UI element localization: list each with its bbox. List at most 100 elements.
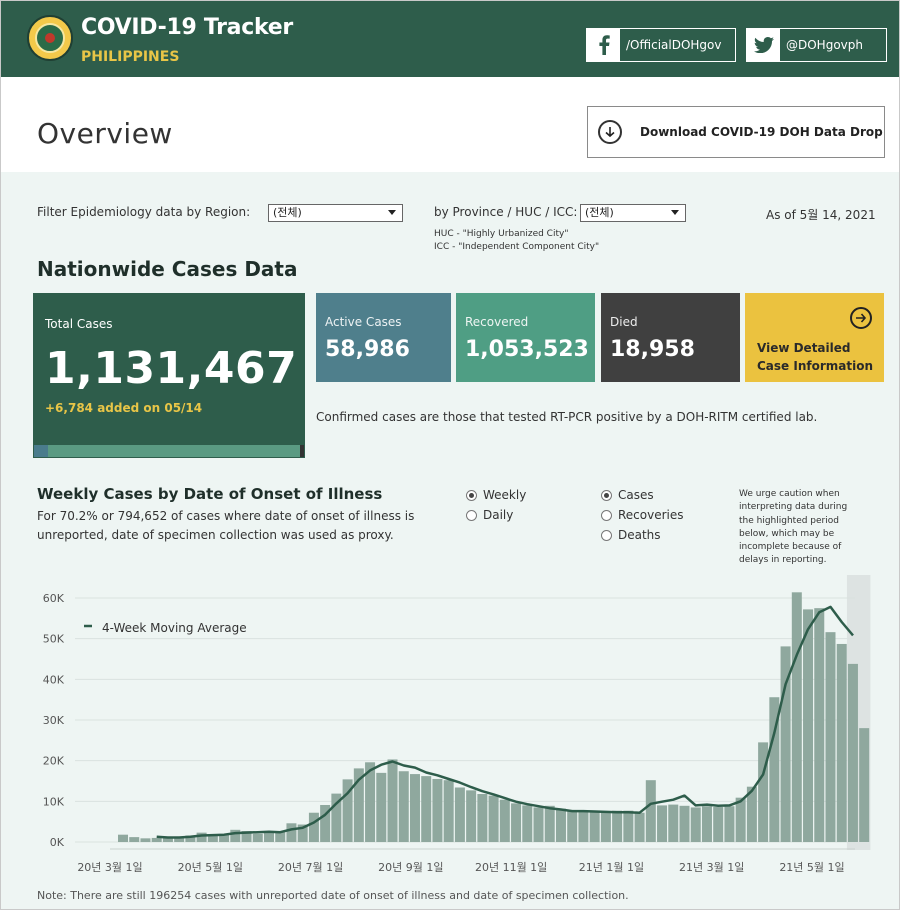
bar	[589, 811, 600, 842]
y-tick-label: 20K	[43, 755, 65, 768]
province-select[interactable]: (전체)	[580, 204, 686, 222]
twitter-label: @DOHgovph	[786, 38, 863, 52]
bar	[780, 646, 791, 842]
bar	[657, 805, 668, 842]
bar	[746, 786, 757, 842]
twitter-icon	[747, 29, 780, 61]
total-cases-card: Total Cases 1,131,467 +6,784 added on 05…	[33, 293, 305, 458]
cases-added-note: +6,784 added on 05/14	[45, 401, 203, 415]
radio-selected-icon	[466, 489, 477, 501]
region-select[interactable]: (전체)	[268, 204, 403, 222]
bar	[241, 831, 252, 842]
bar	[376, 772, 387, 842]
y-tick-label: 40K	[43, 673, 65, 686]
bar	[623, 810, 634, 842]
bar	[612, 810, 623, 842]
legend-label: 4-Week Moving Average	[102, 621, 247, 635]
radio-cases[interactable]: Cases	[601, 488, 654, 502]
active-share-segment	[34, 445, 48, 457]
bar	[151, 837, 162, 842]
bar	[454, 787, 465, 842]
bar	[162, 837, 173, 842]
bar	[701, 806, 712, 842]
bar	[230, 829, 241, 842]
bar	[668, 804, 679, 842]
x-tick-label: 20년 7월 1일	[278, 860, 343, 874]
recovered-label: Recovered	[465, 315, 529, 329]
radio-daily-label: Daily	[483, 508, 514, 522]
bar	[118, 834, 128, 842]
icc-note: ICC - "Independent Component City"	[434, 242, 600, 252]
bar	[398, 771, 409, 842]
bar	[679, 805, 690, 842]
bar	[724, 806, 735, 842]
arrow-right-icon	[850, 307, 872, 329]
facebook-icon	[587, 29, 620, 61]
bar	[814, 608, 825, 842]
weekly-chart-title: Weekly Cases by Date of Onset of Illness	[37, 485, 383, 503]
bar	[308, 812, 319, 842]
app-header: COVID-19 Tracker PHILIPPINES /OfficialDO…	[1, 1, 899, 77]
chart-footnote: Note: There are still 196254 cases with …	[37, 889, 629, 902]
bar	[196, 832, 207, 842]
bar	[533, 807, 544, 842]
bar	[499, 799, 510, 842]
region-filter-label: Filter Epidemiology data by Region:	[37, 205, 251, 219]
dropdown-arrow-icon	[388, 210, 396, 215]
confirmed-cases-note: Confirmed cases are those that tested RT…	[316, 410, 818, 424]
y-tick-label: 60K	[43, 592, 65, 605]
bar	[735, 797, 746, 842]
view-detailed-label: View Detailed Case Information	[757, 341, 873, 373]
bar	[421, 776, 432, 842]
province-filter-label: by Province / HUC / ICC:	[434, 205, 578, 219]
radio-daily[interactable]: Daily	[466, 508, 513, 522]
doh-seal-logo	[27, 15, 73, 61]
bar	[859, 728, 870, 842]
bar	[544, 805, 555, 842]
app-subtitle: PHILIPPINES	[81, 49, 180, 65]
died-share-segment	[300, 445, 304, 457]
radio-unselected-icon	[601, 509, 612, 521]
x-tick-label: 21년 3월 1일	[679, 860, 744, 874]
died-card: Died 18,958	[601, 293, 740, 382]
total-cases-value: 1,131,467	[45, 343, 298, 394]
bar	[409, 774, 420, 842]
bar	[600, 811, 611, 842]
bar	[488, 795, 499, 842]
bar	[578, 811, 589, 842]
bar	[432, 778, 443, 842]
bar	[847, 663, 858, 842]
x-tick-label: 20년 5월 1일	[178, 860, 243, 874]
radio-recoveries-label: Recoveries	[618, 508, 684, 522]
bar	[331, 793, 342, 842]
huc-note: HUC - "Highly Urbanized City"	[434, 229, 569, 239]
bar	[758, 742, 769, 842]
bar	[567, 811, 578, 842]
total-cases-label: Total Cases	[45, 317, 113, 331]
facebook-label: /OfficialDOHgov	[626, 38, 722, 52]
download-data-drop-button[interactable]: Download COVID-19 DOH Data Drop	[587, 106, 885, 158]
bar	[342, 779, 353, 842]
y-tick-label: 0K	[50, 836, 65, 849]
radio-recoveries[interactable]: Recoveries	[601, 508, 684, 522]
bar	[252, 833, 263, 842]
radio-weekly[interactable]: Weekly	[466, 488, 526, 502]
bar	[286, 823, 297, 842]
x-tick-label: 20년 3월 1일	[77, 860, 142, 874]
page-title: Overview	[37, 117, 173, 150]
nationwide-title: Nationwide Cases Data	[37, 257, 298, 281]
facebook-link[interactable]: /OfficialDOHgov	[586, 28, 736, 62]
twitter-link[interactable]: @DOHgovph	[746, 28, 887, 62]
bar	[690, 807, 701, 842]
view-detailed-case-button[interactable]: View Detailed Case Information	[745, 293, 884, 382]
recovered-card: Recovered 1,053,523	[456, 293, 595, 382]
bar	[297, 824, 308, 842]
app-title: COVID-19 Tracker	[81, 15, 293, 40]
bar	[769, 697, 780, 842]
radio-deaths[interactable]: Deaths	[601, 528, 661, 542]
bar	[466, 790, 477, 842]
bar	[645, 780, 656, 842]
bar	[275, 831, 286, 842]
bar	[443, 780, 454, 842]
bar	[477, 794, 488, 842]
